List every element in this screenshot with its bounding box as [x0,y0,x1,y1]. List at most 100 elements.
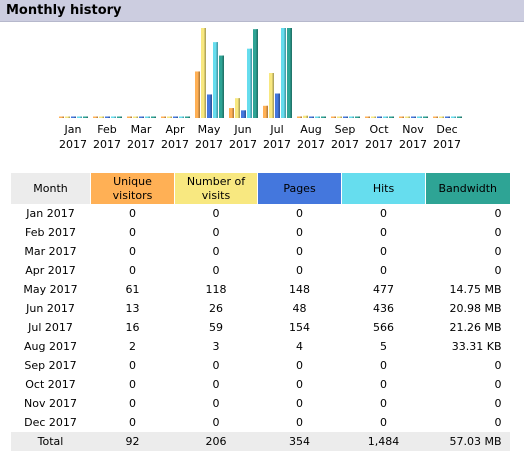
cell-month: Jun 2017 [26,302,75,315]
total-label: Total [10,432,91,451]
bar-shade-hits-aug [318,116,320,118]
bar-hits-feb [111,116,116,118]
total-hits: 1,484 [341,432,426,451]
bar-shade-hits-apr [182,116,184,118]
bar-hits-sep [349,116,354,118]
month-label-name: Aug [300,123,322,136]
bar-shade-bandwidth-nov [426,116,428,118]
bar-hits-dec [451,116,456,118]
bar-pages-mar [139,116,144,118]
table-row: Mar 2017 0 0 0 0 0 [11,242,510,261]
bar-bandwidth-sep [355,116,360,118]
month-label-name: Nov [402,123,424,136]
month-label-oct: Oct 2017 [362,122,396,152]
header-hits: Hits [341,173,426,204]
month-label-dec: Dec 2017 [430,122,464,152]
bar-bandwidth-aug [321,116,326,118]
cell-visits: 26 [209,302,223,315]
bar-pages-nov [411,116,416,118]
cell-visits: 0 [212,359,220,372]
table-row: Apr 2017 0 0 0 0 0 [11,261,510,280]
cell-visitors: 61 [125,283,140,296]
bar-shade-visitors-feb [96,116,98,118]
bar-shade-pages-sep [346,116,348,118]
bar-shade-visits-jul [272,73,274,118]
table-row: Feb 2017 0 0 0 0 0 [11,223,510,242]
bar-pages-aug [309,116,314,118]
bar-visitors-jan [59,116,64,118]
month-label-name: May [197,123,221,136]
table-row: Jul 2017 16 59 154 566 21.26 MB [11,318,510,337]
bar-shade-pages-feb [108,116,110,118]
month-label-year: 2017 [127,138,155,151]
bar-shade-pages-jun [244,110,246,118]
bar-pages-apr [173,116,178,118]
bar-shade-pages-aug [312,116,314,118]
bar-shade-pages-nov [414,116,416,118]
bar-visits-sep [337,116,342,118]
bar-hits-jan [77,116,82,118]
cell-pages: 0 [296,264,303,277]
header-bandwidth: Bandwidth [425,173,510,204]
bar-bandwidth-jul [287,28,292,118]
section-title: Monthly history [6,3,122,18]
cell-month: Feb 2017 [25,226,76,239]
bar-shade-bandwidth-sep [358,116,360,118]
bar-bandwidth-feb [117,116,122,118]
bar-hits-aug [315,116,320,118]
bar-visits-jan [65,116,70,118]
bar-shade-visitors-may [198,71,200,118]
month-label-name: Mar [130,123,152,136]
cell-month: Nov 2017 [24,397,77,410]
bar-shade-hits-feb [114,116,116,118]
cell-visitors: 0 [129,397,136,410]
month-label-year: 2017 [331,138,359,151]
bar-shade-visitors-jan [62,116,64,118]
bar-shade-visits-apr [170,116,172,118]
cell-visitors: 0 [129,207,136,220]
bar-shade-visitors-dec [436,116,438,118]
bar-pages-jul [275,93,280,118]
bar-shade-visits-may [204,28,206,118]
bar-visits-feb [99,116,104,118]
cell-month: Sep 2017 [24,359,77,372]
bar-bandwidth-may [219,55,224,118]
cell-visitors: 2 [129,340,136,353]
month-label-name: Dec [436,123,458,136]
cell-month: May 2017 [23,283,78,296]
bar-shade-visits-nov [408,116,410,118]
cell-bandwidth: 20.98 MB [449,302,502,315]
cell-bandwidth: 14.75 MB [449,283,502,296]
table-row: Jun 2017 13 26 48 436 20.98 MB [11,299,510,318]
bar-shade-bandwidth-jan [86,116,88,118]
total-bandwidth: 57.03 MB [425,432,510,451]
bar-visits-may [201,28,206,118]
cell-pages: 0 [296,397,303,410]
table-row: Jan 2017 0 0 0 0 0 [11,204,510,223]
bar-shade-visitors-jun [232,108,234,118]
bar-shade-visitors-mar [130,116,132,118]
cell-pages: 154 [289,321,310,334]
bar-hits-may [213,42,218,118]
bar-visitors-sep [331,116,336,118]
cell-bandwidth: 0 [494,416,502,429]
table-body: Jan 2017 0 0 0 0 0 Feb 2017 0 0 0 0 0 Mar 2017 0 0 0 0 0 A… [11,204,510,432]
cell-visits: 0 [212,207,220,220]
cell-visitors: 0 [129,359,136,372]
bar-shade-bandwidth-may [222,55,224,118]
bar-shade-hits-dec [454,116,456,118]
table-row: Dec 2017 0 0 0 0 0 [11,413,510,432]
cell-visits: 0 [212,416,220,429]
bar-pages-dec [445,116,450,118]
bar-shade-bandwidth-mar [154,116,156,118]
bar-shade-visitors-jul [266,105,268,118]
cell-visitors: 0 [129,378,136,391]
bar-visits-oct [371,116,376,118]
bar-visitors-aug [297,116,302,118]
bar-shade-pages-mar [142,116,144,118]
total-row: Total 92 206 354 1,484 57.03 MB [10,432,510,451]
bar-visitors-jul [263,105,268,118]
cell-pages: 0 [296,378,303,391]
bar-visitors-mar [127,116,132,118]
table-row: Oct 2017 0 0 0 0 0 [11,375,510,394]
